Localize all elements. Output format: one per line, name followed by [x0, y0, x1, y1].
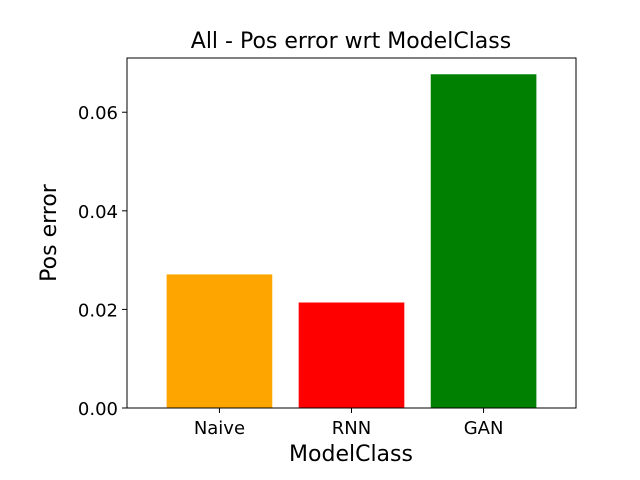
- x-axis-ticks: Naive RNN GAN: [194, 408, 504, 439]
- y-tick-label: 0.00: [78, 399, 118, 420]
- bars-group: [166, 74, 537, 408]
- chart-title: All - Pos error wrt ModelClass: [191, 29, 511, 54]
- bar-naive: [166, 274, 273, 408]
- bar-gan: [430, 74, 537, 408]
- x-tick-label-naive: Naive: [194, 418, 245, 439]
- y-axis-ticks: 0.00 0.02 0.04 0.06: [78, 103, 127, 420]
- y-tick-label: 0.04: [78, 202, 118, 223]
- x-axis-label: ModelClass: [289, 442, 413, 467]
- y-tick-label: 0.02: [78, 300, 118, 321]
- x-tick-label-rnn: RNN: [332, 418, 371, 439]
- x-tick-label-gan: GAN: [464, 418, 504, 439]
- y-axis-label: Pos error: [37, 183, 62, 282]
- bar-rnn: [298, 302, 405, 408]
- y-tick-label: 0.06: [78, 103, 118, 124]
